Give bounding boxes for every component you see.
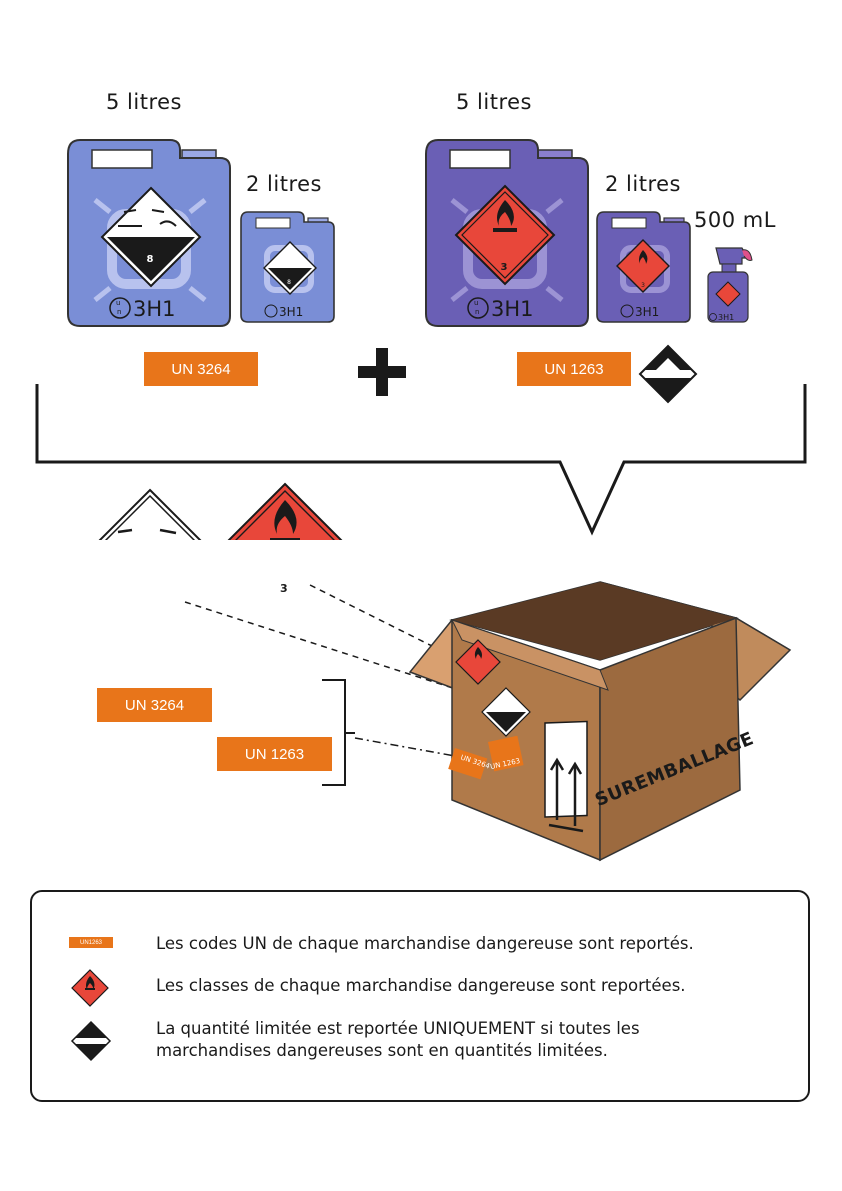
jerrycan-left-large (67, 139, 231, 327)
volume-label-right-large: 5 litres (456, 90, 532, 114)
placard-class3-large-number: 3 (280, 582, 288, 595)
jerrycan-right-small: 3 3H1 (596, 211, 691, 323)
limited-quantity-mark (638, 344, 698, 404)
volume-label-left-small: 2 litres (246, 172, 322, 196)
jerrycan-left-small: 8 3H1 (240, 211, 335, 323)
overpack-illustration (184, 581, 792, 862)
svg-text:3H1: 3H1 (491, 297, 534, 321)
legend-line-limited-quantity-1: La quantité limitée est reportée UNIQUEM… (156, 1019, 640, 1038)
un-label-3264-top: UN 3264 (144, 352, 258, 386)
svg-text:8: 8 (287, 279, 291, 286)
svg-text:3H1: 3H1 (718, 313, 734, 322)
svg-text:3: 3 (641, 282, 645, 289)
spray-bottle: 3H1 (707, 247, 753, 323)
grouping-bracket (35, 384, 807, 536)
svg-text:n: n (475, 308, 479, 316)
un-label-1263-top: UN 1263 (517, 352, 631, 386)
volume-label-left-large: 5 litres (106, 90, 182, 114)
svg-text:3H1: 3H1 (635, 305, 659, 319)
un-label-3264-middle: UN 3264 (97, 688, 212, 722)
legend-line-un-codes: Les codes UN de chaque marchandise dange… (156, 934, 694, 953)
volume-label-spray: 500 mL (694, 208, 776, 232)
plus-sign (358, 348, 406, 396)
legend-flame-placard-icon (71, 969, 109, 1007)
jerrycan-marking: 3H1 (133, 297, 176, 321)
svg-text:3H1: 3H1 (279, 305, 303, 319)
jerrycan-right-large: 3H1 un (425, 139, 589, 327)
svg-text:u: u (116, 299, 120, 307)
volume-label-right-small: 2 litres (605, 172, 681, 196)
legend-box: UN1263 Les codes UN de chaque marchandis… (30, 890, 810, 1102)
placard-class3-number: 3 (501, 262, 508, 273)
cardboard-box (408, 581, 792, 862)
placard-class8-large-number: 8 (144, 598, 153, 612)
legend-un-sample: UN1263 (69, 937, 113, 948)
top-illustration: 8 3H1 un 8 3H1 3H1 un 3 (35, 139, 807, 540)
legend-limited-quantity-icon (70, 1020, 112, 1062)
svg-text:u: u (474, 299, 478, 307)
legend-line-classes: Les classes de chaque marchandise danger… (156, 976, 686, 995)
legend-line-limited-quantity-2: marchandises dangereuses sont en quantit… (156, 1041, 608, 1060)
un-label-1263-middle: UN 1263 (217, 737, 332, 771)
svg-text:n: n (117, 308, 121, 316)
placard-class8-large (98, 488, 202, 540)
placard-class8-number: 8 (147, 254, 154, 265)
placard-class3-large (227, 482, 343, 540)
